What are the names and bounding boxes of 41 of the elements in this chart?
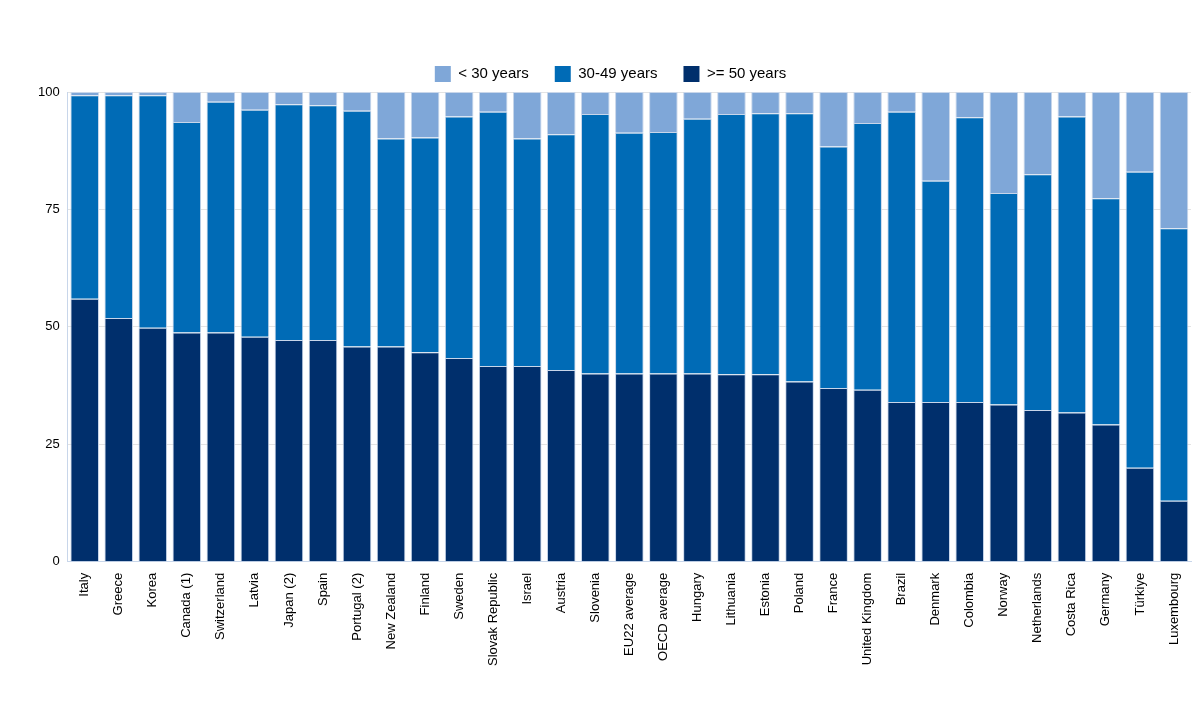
x-tick-label: Brazil — [893, 572, 909, 606]
x-tick-label: Spain — [314, 572, 330, 607]
x-tick-label: Norway — [995, 572, 1011, 617]
legend-label: < 30 years — [458, 64, 529, 82]
x-tick-label: Germany — [1097, 572, 1113, 627]
x-tick-label: Slovak Republic — [484, 572, 500, 666]
x-tick-label: Poland — [791, 572, 807, 614]
x-tick-label: Denmark — [927, 572, 943, 626]
x-tick-label: EU22 average — [620, 572, 636, 656]
x-tick-label: Lithuania — [723, 572, 739, 626]
y-tick-label: 25 — [45, 435, 60, 451]
x-tick-label: Sweden — [450, 572, 466, 620]
y-tick-label: 100 — [37, 83, 60, 99]
y-tick-label: 50 — [45, 318, 60, 334]
legend-label: >= 50 years — [706, 64, 787, 82]
x-tick-label: Greece — [110, 572, 126, 616]
x-tick-label: Portugal (2) — [348, 572, 364, 641]
x-tick-label: Finland — [416, 572, 432, 616]
x-tick-label: Estonia — [757, 572, 773, 617]
x-tick-label: OECD average — [654, 572, 670, 661]
x-tick-label: Canada (1) — [178, 572, 194, 638]
x-tick-label: Colombia — [961, 572, 977, 628]
legend-label: 30-49 years — [578, 64, 658, 82]
x-tick-label: Slovenia — [586, 572, 602, 623]
y-tick-label: 75 — [45, 201, 60, 217]
x-tick-label: Netherlands — [1029, 572, 1045, 643]
x-tick-label: France — [825, 572, 841, 614]
y-tick-label: 0 — [52, 553, 60, 569]
x-tick-label: Italy — [76, 572, 92, 597]
x-tick-label: Switzerland — [212, 572, 228, 640]
x-tick-label: Hungary — [689, 572, 704, 622]
x-tick-label: United Kingdom — [859, 572, 875, 666]
x-tick-label: Türkiye — [1131, 572, 1147, 616]
x-tick-label: Austria — [552, 572, 568, 614]
x-tick-label: Japan (2) — [280, 572, 296, 628]
x-tick-label: Korea — [144, 572, 160, 608]
x-tick-label: New Zealand — [382, 572, 398, 650]
x-tick-label: Israel — [518, 572, 534, 605]
x-tick-label: Latvia — [246, 572, 262, 608]
x-tick-label: Luxembourg — [1165, 572, 1181, 646]
x-tick-label: Costa Rica — [1063, 572, 1079, 637]
